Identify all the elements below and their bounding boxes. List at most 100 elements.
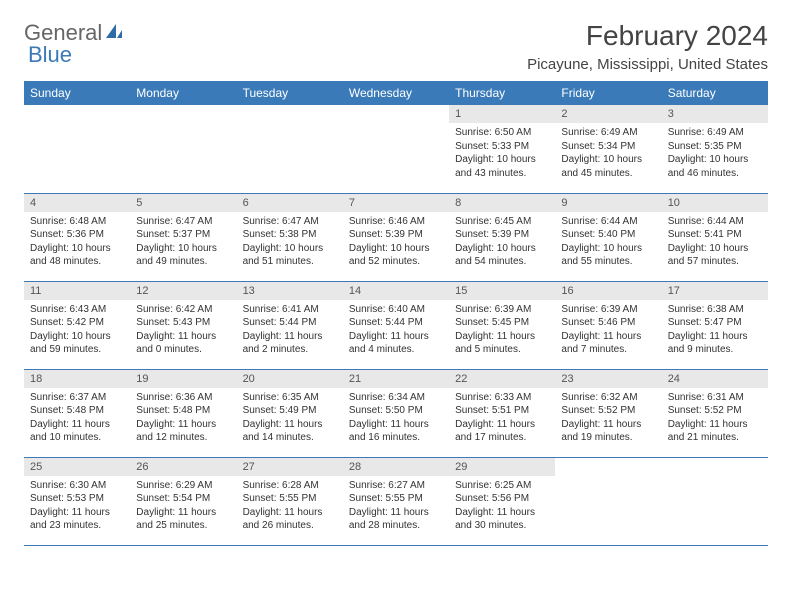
logo-text-blue: Blue <box>28 42 72 68</box>
sunrise-text: Sunrise: 6:47 AM <box>243 215 337 229</box>
daylight-text: Daylight: 10 hours and 55 minutes. <box>561 242 655 269</box>
day-details: Sunrise: 6:47 AMSunset: 5:38 PMDaylight:… <box>237 212 343 273</box>
sunrise-text: Sunrise: 6:46 AM <box>349 215 443 229</box>
calendar-cell: 8Sunrise: 6:45 AMSunset: 5:39 PMDaylight… <box>449 193 555 281</box>
daylight-text: Daylight: 10 hours and 43 minutes. <box>455 153 549 180</box>
day-number: 24 <box>662 370 768 388</box>
weekday-header: Sunday <box>24 81 130 105</box>
calendar-cell: 28Sunrise: 6:27 AMSunset: 5:55 PMDayligh… <box>343 457 449 545</box>
day-number: 1 <box>449 105 555 123</box>
sunrise-text: Sunrise: 6:27 AM <box>349 479 443 493</box>
calendar-cell <box>237 105 343 193</box>
day-number: 7 <box>343 194 449 212</box>
sunset-text: Sunset: 5:46 PM <box>561 316 655 330</box>
sunrise-text: Sunrise: 6:49 AM <box>668 126 762 140</box>
sunrise-text: Sunrise: 6:47 AM <box>136 215 230 229</box>
day-number: 16 <box>555 282 661 300</box>
daylight-text: Daylight: 11 hours and 21 minutes. <box>668 418 762 445</box>
sunrise-text: Sunrise: 6:31 AM <box>668 391 762 405</box>
sunset-text: Sunset: 5:35 PM <box>668 140 762 154</box>
sunrise-text: Sunrise: 6:44 AM <box>561 215 655 229</box>
daylight-text: Daylight: 10 hours and 48 minutes. <box>30 242 124 269</box>
calendar-cell: 7Sunrise: 6:46 AMSunset: 5:39 PMDaylight… <box>343 193 449 281</box>
location: Picayune, Mississippi, United States <box>527 56 768 73</box>
sunset-text: Sunset: 5:38 PM <box>243 228 337 242</box>
day-number: 15 <box>449 282 555 300</box>
sunrise-text: Sunrise: 6:33 AM <box>455 391 549 405</box>
calendar-cell <box>24 105 130 193</box>
day-details: Sunrise: 6:37 AMSunset: 5:48 PMDaylight:… <box>24 388 130 449</box>
weekday-header: Tuesday <box>237 81 343 105</box>
calendar-cell: 17Sunrise: 6:38 AMSunset: 5:47 PMDayligh… <box>662 281 768 369</box>
sunrise-text: Sunrise: 6:44 AM <box>668 215 762 229</box>
calendar-cell: 1Sunrise: 6:50 AMSunset: 5:33 PMDaylight… <box>449 105 555 193</box>
weekday-header: Wednesday <box>343 81 449 105</box>
daylight-text: Daylight: 11 hours and 26 minutes. <box>243 506 337 533</box>
daylight-text: Daylight: 10 hours and 54 minutes. <box>455 242 549 269</box>
sunrise-text: Sunrise: 6:37 AM <box>30 391 124 405</box>
day-details: Sunrise: 6:49 AMSunset: 5:35 PMDaylight:… <box>662 123 768 184</box>
day-details: Sunrise: 6:36 AMSunset: 5:48 PMDaylight:… <box>130 388 236 449</box>
daylight-text: Daylight: 10 hours and 49 minutes. <box>136 242 230 269</box>
sunrise-text: Sunrise: 6:43 AM <box>30 303 124 317</box>
calendar-row: 1Sunrise: 6:50 AMSunset: 5:33 PMDaylight… <box>24 105 768 193</box>
day-details: Sunrise: 6:44 AMSunset: 5:40 PMDaylight:… <box>555 212 661 273</box>
daylight-text: Daylight: 10 hours and 45 minutes. <box>561 153 655 180</box>
daylight-text: Daylight: 10 hours and 57 minutes. <box>668 242 762 269</box>
header: General February 2024 Picayune, Mississi… <box>24 20 768 73</box>
day-details: Sunrise: 6:41 AMSunset: 5:44 PMDaylight:… <box>237 300 343 361</box>
sunrise-text: Sunrise: 6:41 AM <box>243 303 337 317</box>
day-number: 8 <box>449 194 555 212</box>
weekday-header: Thursday <box>449 81 555 105</box>
sunset-text: Sunset: 5:54 PM <box>136 492 230 506</box>
calendar-cell: 5Sunrise: 6:47 AMSunset: 5:37 PMDaylight… <box>130 193 236 281</box>
sunset-text: Sunset: 5:37 PM <box>136 228 230 242</box>
calendar-row: 18Sunrise: 6:37 AMSunset: 5:48 PMDayligh… <box>24 369 768 457</box>
daylight-text: Daylight: 11 hours and 16 minutes. <box>349 418 443 445</box>
day-number: 2 <box>555 105 661 123</box>
day-details: Sunrise: 6:43 AMSunset: 5:42 PMDaylight:… <box>24 300 130 361</box>
sunset-text: Sunset: 5:40 PM <box>561 228 655 242</box>
sunset-text: Sunset: 5:44 PM <box>349 316 443 330</box>
daylight-text: Daylight: 11 hours and 19 minutes. <box>561 418 655 445</box>
daylight-text: Daylight: 11 hours and 14 minutes. <box>243 418 337 445</box>
calendar-cell: 10Sunrise: 6:44 AMSunset: 5:41 PMDayligh… <box>662 193 768 281</box>
calendar-row: 4Sunrise: 6:48 AMSunset: 5:36 PMDaylight… <box>24 193 768 281</box>
month-title: February 2024 <box>527 20 768 52</box>
daylight-text: Daylight: 10 hours and 52 minutes. <box>349 242 443 269</box>
calendar-cell <box>343 105 449 193</box>
sunset-text: Sunset: 5:33 PM <box>455 140 549 154</box>
day-details: Sunrise: 6:49 AMSunset: 5:34 PMDaylight:… <box>555 123 661 184</box>
calendar-cell <box>662 457 768 545</box>
calendar-cell: 18Sunrise: 6:37 AMSunset: 5:48 PMDayligh… <box>24 369 130 457</box>
sunset-text: Sunset: 5:53 PM <box>30 492 124 506</box>
day-details: Sunrise: 6:50 AMSunset: 5:33 PMDaylight:… <box>449 123 555 184</box>
day-number: 9 <box>555 194 661 212</box>
daylight-text: Daylight: 11 hours and 10 minutes. <box>30 418 124 445</box>
calendar-cell: 22Sunrise: 6:33 AMSunset: 5:51 PMDayligh… <box>449 369 555 457</box>
sunset-text: Sunset: 5:51 PM <box>455 404 549 418</box>
daylight-text: Daylight: 11 hours and 17 minutes. <box>455 418 549 445</box>
daylight-text: Daylight: 11 hours and 9 minutes. <box>668 330 762 357</box>
weekday-header: Friday <box>555 81 661 105</box>
sunrise-text: Sunrise: 6:38 AM <box>668 303 762 317</box>
calendar-cell: 2Sunrise: 6:49 AMSunset: 5:34 PMDaylight… <box>555 105 661 193</box>
daylight-text: Daylight: 10 hours and 46 minutes. <box>668 153 762 180</box>
weekday-header: Monday <box>130 81 236 105</box>
sunrise-text: Sunrise: 6:45 AM <box>455 215 549 229</box>
daylight-text: Daylight: 10 hours and 51 minutes. <box>243 242 337 269</box>
calendar-cell: 12Sunrise: 6:42 AMSunset: 5:43 PMDayligh… <box>130 281 236 369</box>
daylight-text: Daylight: 11 hours and 12 minutes. <box>136 418 230 445</box>
day-details: Sunrise: 6:34 AMSunset: 5:50 PMDaylight:… <box>343 388 449 449</box>
calendar-cell: 23Sunrise: 6:32 AMSunset: 5:52 PMDayligh… <box>555 369 661 457</box>
daylight-text: Daylight: 10 hours and 59 minutes. <box>30 330 124 357</box>
day-details: Sunrise: 6:25 AMSunset: 5:56 PMDaylight:… <box>449 476 555 537</box>
daylight-text: Daylight: 11 hours and 0 minutes. <box>136 330 230 357</box>
day-number: 6 <box>237 194 343 212</box>
sunrise-text: Sunrise: 6:39 AM <box>561 303 655 317</box>
logo-line2: Blue <box>28 42 72 68</box>
day-details: Sunrise: 6:39 AMSunset: 5:45 PMDaylight:… <box>449 300 555 361</box>
day-details: Sunrise: 6:29 AMSunset: 5:54 PMDaylight:… <box>130 476 236 537</box>
sunset-text: Sunset: 5:44 PM <box>243 316 337 330</box>
sunset-text: Sunset: 5:52 PM <box>668 404 762 418</box>
